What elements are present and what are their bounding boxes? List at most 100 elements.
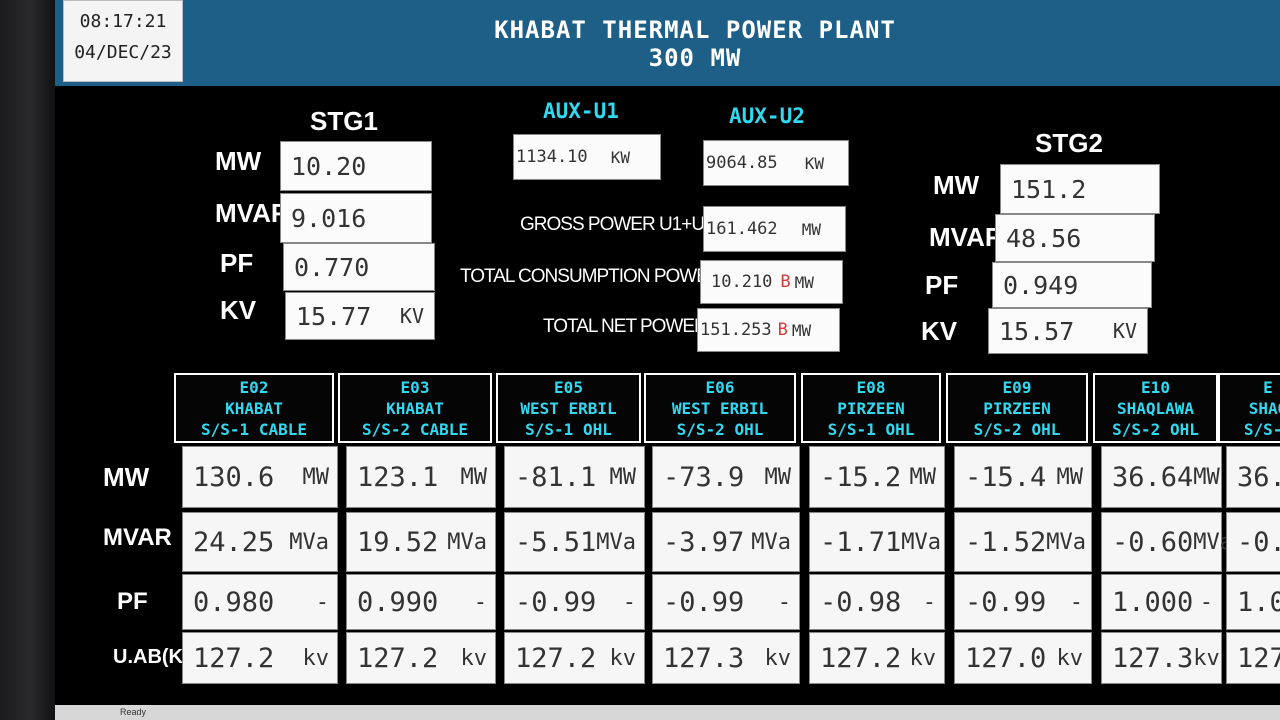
feeder-e09-kv-cell: 127.0 kv	[954, 632, 1092, 684]
feeder-header-line2: S/S-1 CABLE	[201, 420, 307, 439]
feeder-e05-mw-cell: -81.1 MW	[504, 446, 645, 508]
stg1-pf-value: 0.770	[283, 243, 435, 291]
stg1-title: STG1	[310, 106, 378, 136]
feeder-header-line1: SHAQLAWA	[1116, 399, 1195, 418]
feeder-header-line1: WEST ERBIL	[671, 399, 769, 418]
stg1-label-mw: MW	[215, 146, 262, 176]
plant-capacity: 300 MW	[648, 44, 742, 72]
total-net-power-label: TOTAL NET POWER	[543, 316, 708, 337]
feeder-header-line1: KHABAT	[386, 399, 444, 418]
clock-panel: 08:17:21 04/DEC/23	[63, 0, 183, 82]
stg1-kv-value: 15.77 KV	[285, 292, 435, 340]
feeder-e08-mvar-cell: -1.71 MVa	[809, 512, 945, 572]
feeder-e-kv-cell: 127.2kv	[1226, 632, 1280, 684]
feeder-e09-pf-cell: -0.99-	[954, 574, 1092, 630]
aux-u1-title: AUX-U1	[543, 99, 619, 123]
feeder-header-line2: S/S-1	[1243, 420, 1280, 439]
feeder-e05-kv-cell: 127.2 kv	[504, 632, 645, 684]
feeder-header-e09: E09 PIRZEEN S/S-2 OHL	[946, 373, 1088, 443]
stg2-mvar-value: 48.56	[995, 214, 1155, 262]
feeder-e08-pf-cell: -0.98-	[809, 574, 945, 630]
feeder-header-e06: E06 WEST ERBIL S/S-2 OHL	[644, 373, 796, 443]
feeder-e03-mvar-cell: 19.52 MVa	[346, 512, 496, 572]
feeder-e10-mvar-cell: -0.60 MVa	[1101, 512, 1233, 572]
feeder-e06-mvar-cell: -3.97 MVa	[652, 512, 800, 572]
feeder-header-e05: E05 WEST ERBIL S/S-1 OHL	[496, 373, 641, 443]
total-consumption-label: TOTAL CONSUMPTION POWER	[460, 266, 722, 287]
feeder-e06-mw-cell: -73.9 MW	[652, 446, 800, 508]
scada-screen: 08:17:21 04/DEC/23 KHABAT THERMAL POWER …	[55, 0, 1280, 705]
total-net-power-value: 151.253 B MW	[697, 308, 840, 352]
feeder-e-mw-cell: 36.49MW	[1226, 446, 1280, 508]
feeder-header-code: E05	[554, 378, 583, 397]
feeder-header-line2: S/S-2 OHL	[1112, 420, 1199, 439]
stg2-label-mw: MW	[933, 170, 980, 200]
stg2-kv-value: 15.57 KV	[988, 308, 1148, 354]
feeder-e06-kv-cell: 127.3 kv	[652, 632, 800, 684]
feeder-e10-kv-cell: 127.3 kv	[1101, 632, 1222, 684]
feeder-e05-pf-cell: -0.99-	[504, 574, 645, 630]
feeder-e10-pf-cell: 1.000-	[1101, 574, 1222, 630]
aux-u1-value: 1134.10 KW	[513, 134, 661, 180]
feeder-header-e10: E10 SHAQLAWA S/S-2 OHL	[1093, 373, 1218, 443]
feeder-e10-mw-cell: 36.64 MW	[1101, 446, 1222, 508]
feeder-e02-kv-cell: 127.2 kv	[182, 632, 338, 684]
stg2-label-pf: PF	[925, 270, 959, 300]
status-text: Ready	[120, 707, 147, 717]
feeder-header-line1: PIRZEEN	[983, 399, 1051, 418]
aux-u2-title: AUX-U2	[729, 104, 805, 128]
clock-time: 08:17:21	[79, 11, 167, 32]
feeder-header-code: E02	[239, 378, 269, 397]
stg2-mw-value: 151.2	[1000, 164, 1160, 214]
feeder-header-e02: E02 KHABAT S/S-1 CABLE	[174, 373, 334, 443]
clock-date: 04/DEC/23	[74, 42, 172, 63]
feeder-header-line1: SHAQ	[1248, 399, 1280, 418]
header-bar: 08:17:21 04/DEC/23 KHABAT THERMAL POWER …	[55, 0, 1280, 86]
stg2-title: STG2	[1035, 128, 1103, 158]
feeder-header-code: E03	[400, 378, 430, 397]
row-label-mvar: MVAR	[103, 524, 172, 551]
stg2-label-mvar: MVAR	[929, 222, 1004, 252]
stg2-label-kv: KV	[921, 316, 958, 346]
gross-power-label: GROSS POWER U1+U2	[520, 214, 715, 235]
feeder-header-line1: WEST ERBIL	[520, 399, 617, 418]
total-consumption-value: 10.210 B MW	[700, 260, 843, 304]
stg2-pf-value: 0.949	[992, 262, 1152, 308]
feeder-e-mvar-cell: -0.62MVa	[1226, 512, 1280, 572]
feeder-e03-mw-cell: 123.1 MW	[346, 446, 496, 508]
stg1-mw-value: 10.20	[280, 141, 432, 191]
feeder-e02-pf-cell: 0.980-	[182, 574, 338, 630]
row-label-pf: PF	[117, 588, 148, 615]
feeder-e02-mw-cell: 130.6 MW	[182, 446, 338, 508]
aux-u2-value: 9064.85 KW	[703, 140, 849, 186]
stg1-label-kv: KV	[220, 295, 257, 325]
feeder-header-line1: KHABAT	[225, 399, 283, 418]
feeder-e03-kv-cell: 127.2 kv	[346, 632, 496, 684]
stg1-label-mvar: MVAR	[215, 198, 290, 228]
feeder-header-code: E09	[1002, 378, 1032, 397]
feeder-header-line2: S/S-1 OHL	[827, 420, 915, 439]
feeder-header-line2: S/S-2 OHL	[676, 420, 764, 439]
status-bar: Ready	[55, 705, 1280, 720]
feeder-e09-mw-cell: -15.4 MW	[954, 446, 1092, 508]
feeder-header-code: E08	[856, 378, 886, 397]
feeder-header-code: E10	[1141, 378, 1170, 397]
row-label-uab: U.AB(KV)	[113, 646, 203, 668]
feeder-e-pf-cell: 1.000-	[1226, 574, 1280, 630]
feeder-header-line2: S/S-1 OHL	[525, 420, 612, 439]
feeder-e03-pf-cell: 0.990-	[346, 574, 496, 630]
feeder-e08-kv-cell: 127.2 kv	[809, 632, 945, 684]
feeder-e05-mvar-cell: -5.51 MVa	[504, 512, 645, 572]
gross-power-value: 161.462 MW	[703, 206, 846, 252]
stg1-label-pf: PF	[220, 248, 254, 278]
feeder-header-e: E SHAQ S/S-1	[1218, 373, 1280, 443]
feeder-header-e03: E03 KHABAT S/S-2 CABLE	[338, 373, 492, 443]
plant-title: KHABAT THERMAL POWER PLANT 300 MW	[435, 16, 955, 72]
feeder-e08-mw-cell: -15.2 MW	[809, 446, 945, 508]
stg1-mvar-value: 9.016	[280, 193, 432, 243]
feeder-header-code: E06	[705, 378, 735, 397]
feeder-header-code: E	[1263, 378, 1273, 397]
feeder-header-e08: E08 PIRZEEN S/S-1 OHL	[801, 373, 941, 443]
feeder-e02-mvar-cell: 24.25 MVa	[182, 512, 338, 572]
row-label-mw: MW	[103, 462, 150, 492]
